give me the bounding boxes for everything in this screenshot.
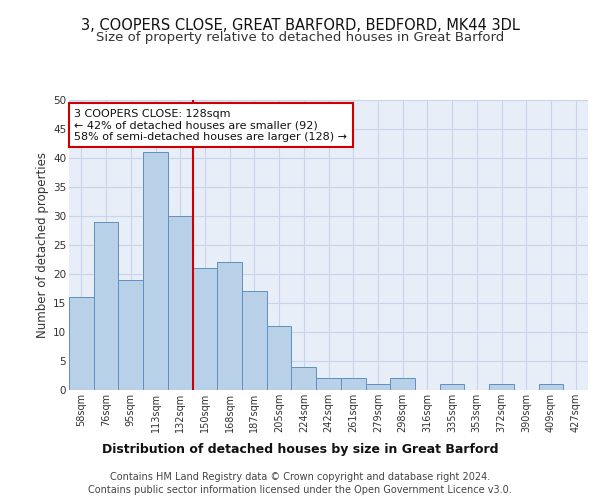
- Text: Contains HM Land Registry data © Crown copyright and database right 2024.: Contains HM Land Registry data © Crown c…: [110, 472, 490, 482]
- Bar: [242, 292, 267, 390]
- Bar: [143, 152, 168, 390]
- Text: 3 COOPERS CLOSE: 128sqm
← 42% of detached houses are smaller (92)
58% of semi-de: 3 COOPERS CLOSE: 128sqm ← 42% of detache…: [74, 108, 347, 142]
- Y-axis label: Number of detached properties: Number of detached properties: [36, 152, 49, 338]
- Bar: [267, 326, 292, 390]
- Text: Contains public sector information licensed under the Open Government Licence v3: Contains public sector information licen…: [88, 485, 512, 495]
- Text: Distribution of detached houses by size in Great Barford: Distribution of detached houses by size …: [102, 442, 498, 456]
- Bar: [440, 384, 464, 390]
- Bar: [292, 367, 316, 390]
- Bar: [168, 216, 193, 390]
- Bar: [489, 384, 514, 390]
- Bar: [193, 268, 217, 390]
- Bar: [316, 378, 341, 390]
- Bar: [539, 384, 563, 390]
- Bar: [217, 262, 242, 390]
- Text: Size of property relative to detached houses in Great Barford: Size of property relative to detached ho…: [96, 31, 504, 44]
- Bar: [390, 378, 415, 390]
- Bar: [69, 297, 94, 390]
- Bar: [341, 378, 365, 390]
- Bar: [365, 384, 390, 390]
- Bar: [94, 222, 118, 390]
- Text: 3, COOPERS CLOSE, GREAT BARFORD, BEDFORD, MK44 3DL: 3, COOPERS CLOSE, GREAT BARFORD, BEDFORD…: [80, 18, 520, 32]
- Bar: [118, 280, 143, 390]
